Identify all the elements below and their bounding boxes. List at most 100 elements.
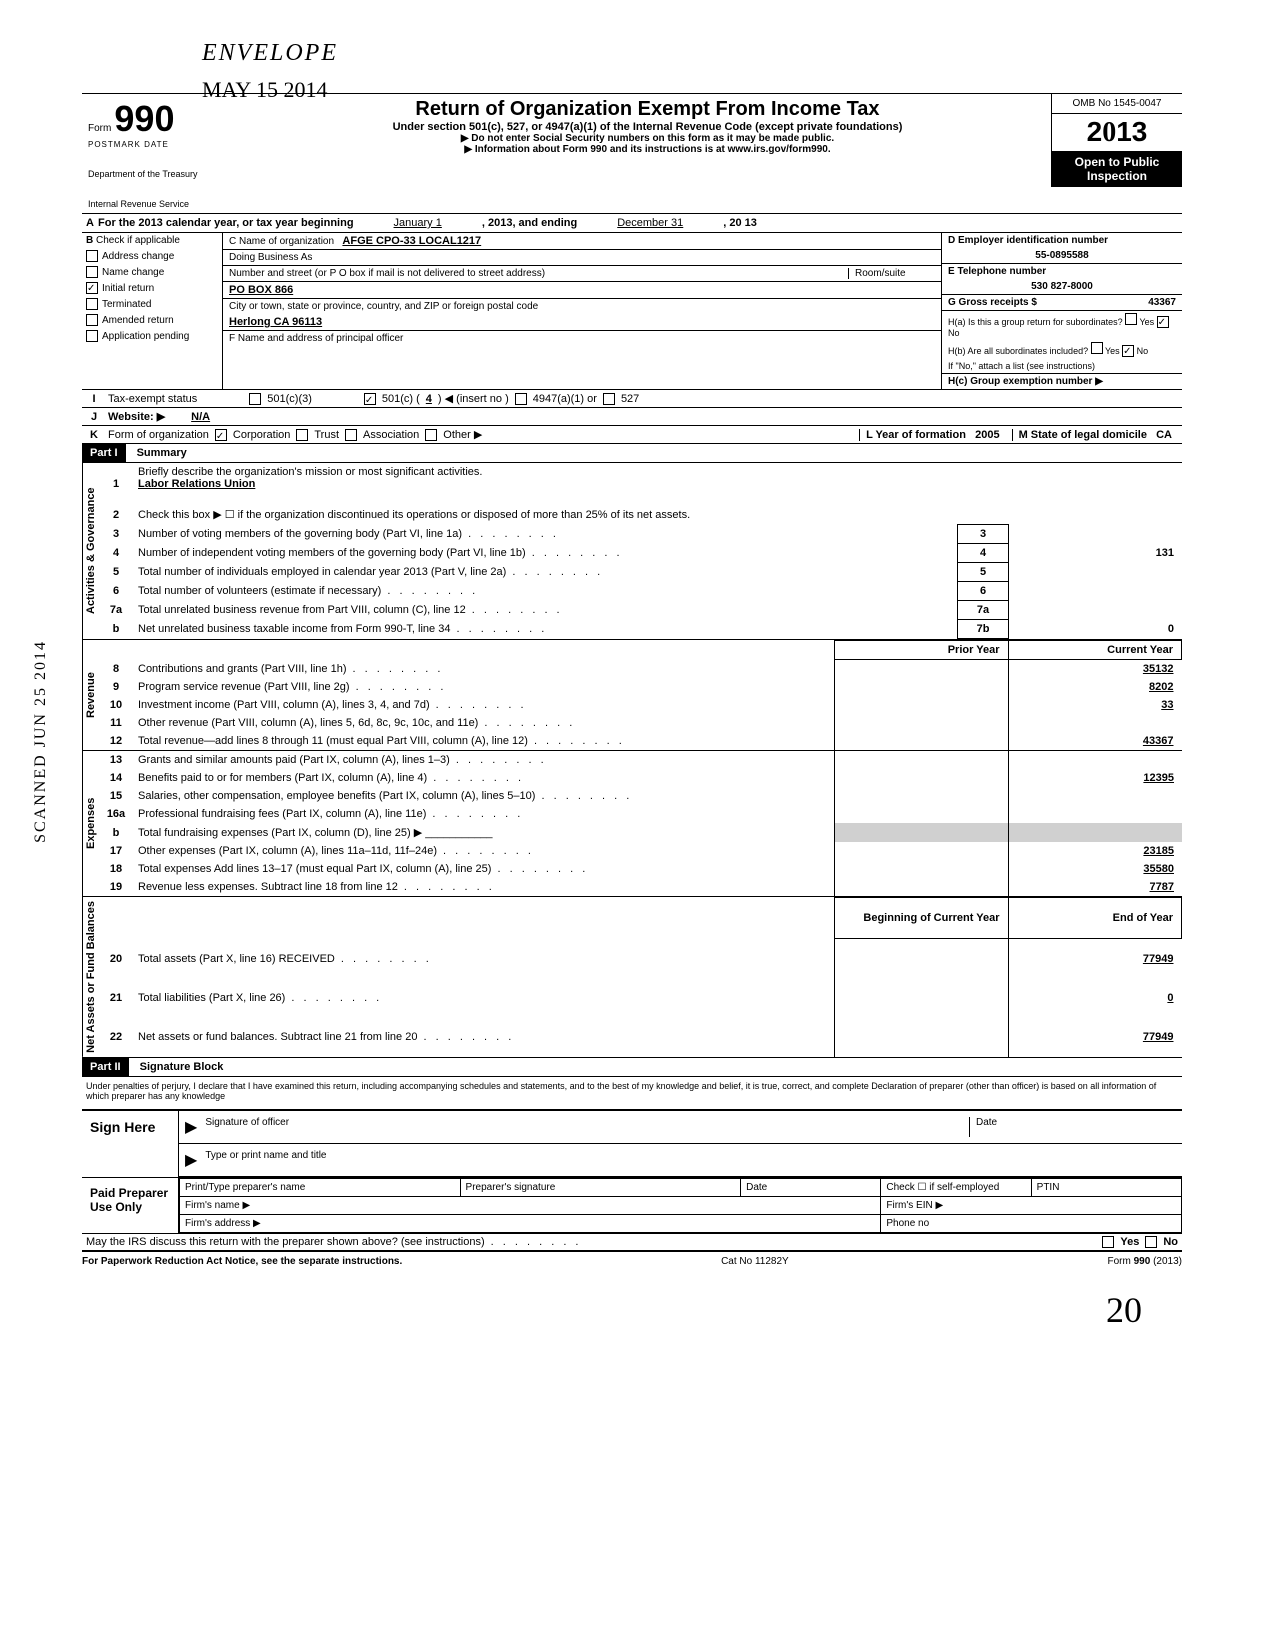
- check-self-employed: Check ☐ if self-employed: [881, 1178, 1031, 1196]
- prior-year-header: Prior Year: [834, 641, 1008, 660]
- open-public-2: Inspection: [1056, 169, 1178, 183]
- colb-checkbox[interactable]: [86, 266, 98, 278]
- prior-value: [835, 842, 1009, 860]
- prior-value: [834, 696, 1008, 714]
- colb-label: Name change: [102, 267, 164, 278]
- dept-treasury: Department of the Treasury: [88, 169, 238, 179]
- ha-no-box[interactable]: [1157, 316, 1169, 328]
- current-value: [1008, 714, 1182, 732]
- website-label: Website: ▶: [108, 410, 165, 423]
- summary-group: Expenses13Grants and similar amounts pai…: [82, 751, 1182, 897]
- colb-item: Name change: [82, 264, 222, 280]
- assoc-box[interactable]: [345, 429, 357, 441]
- line-value: [1009, 601, 1183, 620]
- summary-row: 7aTotal unrelated business revenue from …: [99, 601, 1182, 620]
- city-state-zip: Herlong CA 96113: [229, 316, 322, 328]
- prior-value: [834, 979, 1008, 1018]
- summary-row: 8Contributions and grants (Part VIII, li…: [99, 660, 1182, 679]
- colb-checkbox[interactable]: [86, 298, 98, 310]
- summary-table: Beginning of Current YearEnd of Year20To…: [99, 897, 1182, 1057]
- phone-no-label: Phone no: [881, 1214, 1182, 1232]
- summary-row: 1Briefly describe the organization's mis…: [99, 463, 1182, 505]
- discuss-no-box[interactable]: [1145, 1236, 1157, 1248]
- colb-checkbox[interactable]: [86, 250, 98, 262]
- omb-number: OMB No 1545-0047: [1052, 94, 1182, 114]
- row-k: K Form of organization Corporation Trust…: [82, 426, 1182, 444]
- mission-text: Labor Relations Union: [138, 478, 255, 490]
- footer-left: For Paperwork Reduction Act Notice, see …: [82, 1256, 402, 1267]
- colb-checkbox[interactable]: [86, 314, 98, 326]
- prior-value: [834, 732, 1008, 750]
- form-header: Form 990 POSTMARK DATE Department of the…: [82, 93, 1182, 214]
- summary-row: 20Total assets (Part X, line 16) RECEIVE…: [99, 939, 1182, 979]
- state-label: M State of legal domicile: [1019, 429, 1147, 441]
- part-ii-label: Part II: [82, 1058, 129, 1076]
- colb-checkbox[interactable]: [86, 330, 98, 342]
- summary-row: 17Other expenses (Part IX, column (A), l…: [99, 842, 1182, 860]
- current-value: 8202: [1008, 678, 1182, 696]
- tax-year-end: December 31: [617, 217, 683, 229]
- letter-k: K: [86, 429, 102, 441]
- row-a-year: , 20 13: [723, 217, 757, 229]
- form-org-label: Form of organization: [108, 429, 209, 441]
- ha-label: H(a) Is this a group return for subordin…: [948, 317, 1123, 327]
- paid-prep-label: Paid Preparer Use Only: [82, 1178, 179, 1233]
- summary-group: RevenuePrior YearCurrent Year8Contributi…: [82, 640, 1182, 751]
- current-value: 35580: [1009, 860, 1183, 878]
- colb-label: Application pending: [102, 331, 189, 342]
- ptin-label: PTIN: [1031, 1178, 1181, 1196]
- letter-j: J: [86, 411, 102, 423]
- letter-a: A: [82, 217, 98, 229]
- summary-group: Activities & Governance1Briefly describe…: [82, 463, 1182, 640]
- col-header-row: Prior YearCurrent Year: [99, 641, 1182, 660]
- trust-box[interactable]: [296, 429, 308, 441]
- current-value: [1009, 805, 1183, 823]
- ha-yes-box[interactable]: [1125, 313, 1137, 325]
- form-title: Return of Organization Exempt From Incom…: [252, 98, 1043, 121]
- col-d: D Employer identification number 55-0895…: [942, 233, 1182, 389]
- hb-note: If "No," attach a list (see instructions…: [942, 359, 1182, 374]
- prep-date-label: Date: [741, 1178, 881, 1196]
- current-value: 77949: [1008, 1018, 1182, 1057]
- envelope-stamp: ENVELOPE: [202, 40, 1182, 67]
- 501c-box[interactable]: [364, 393, 376, 405]
- hb-no-box[interactable]: [1122, 345, 1134, 357]
- type-name-label: Type or print name and title: [205, 1150, 326, 1170]
- current-value: 7787: [1009, 878, 1183, 896]
- summary-row: 22Net assets or fund balances. Subtract …: [99, 1018, 1182, 1057]
- corp-box[interactable]: [215, 429, 227, 441]
- row-i: I Tax-exempt status 501(c)(3) 501(c) ( 4…: [82, 390, 1182, 408]
- discuss-yes-box[interactable]: [1102, 1236, 1114, 1248]
- line-value: 0: [1009, 620, 1183, 639]
- colb-checkbox[interactable]: [86, 282, 98, 294]
- summary-row: 19Revenue less expenses. Subtract line 1…: [99, 878, 1182, 896]
- state-val: CA: [1156, 429, 1172, 441]
- colb-item: Terminated: [82, 296, 222, 312]
- row-a-text2: , 2013, and ending: [482, 217, 577, 229]
- summary-row: 21Total liabilities (Part X, line 26)0: [99, 979, 1182, 1018]
- prior-value: [834, 714, 1008, 732]
- 501c3-box[interactable]: [249, 393, 261, 405]
- prior-value: [835, 860, 1009, 878]
- prior-year-header: Beginning of Current Year: [834, 898, 1008, 939]
- org-name: AFGE CPO-33 LOCAL1217: [342, 235, 481, 247]
- postmark-text: POSTMARK DATE: [88, 140, 238, 149]
- prior-value: [835, 878, 1009, 896]
- sig-officer-label: Signature of officer: [205, 1117, 969, 1137]
- line-value: [1009, 525, 1183, 544]
- 4947-box[interactable]: [515, 393, 527, 405]
- sig-date-label: Date: [969, 1117, 1176, 1137]
- scanned-stamp: SCANNED JUN 25 2014: [32, 640, 50, 843]
- year-form-val: 2005: [975, 429, 999, 441]
- dba-label: Doing Business As: [229, 252, 312, 263]
- c-name-label: C Name of organization: [229, 236, 334, 247]
- gross-label: G Gross receipts $: [948, 297, 1037, 308]
- letter-b: B: [86, 235, 93, 246]
- info-note: ▶ Information about Form 990 and its ins…: [252, 144, 1043, 155]
- hb-yes-box[interactable]: [1091, 342, 1103, 354]
- summary-row: bTotal fundraising expenses (Part IX, co…: [99, 823, 1182, 842]
- line-value: 131: [1009, 544, 1183, 563]
- 527-box[interactable]: [603, 393, 615, 405]
- street-label: Number and street (or P O box if mail is…: [229, 268, 848, 279]
- other-box[interactable]: [425, 429, 437, 441]
